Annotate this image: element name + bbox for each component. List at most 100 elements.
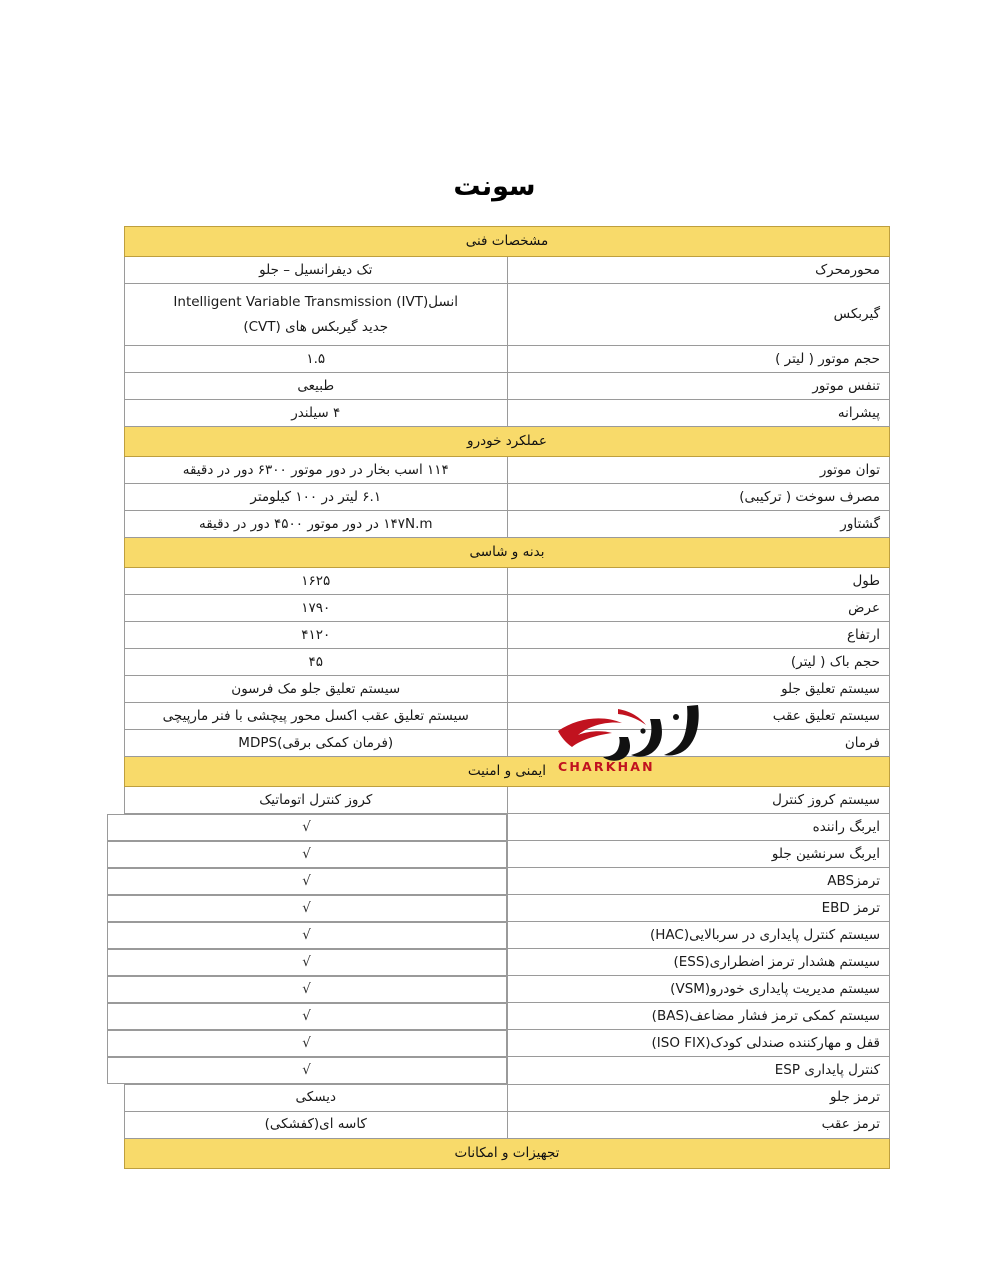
spec-label: سیستم کروز کنترل: [506, 786, 890, 814]
spec-label: سیستم کمکی ترمز فشار مضاعف(BAS): [506, 1002, 890, 1031]
spec-label: محورمحرک: [506, 256, 890, 284]
spec-label: ایربگ سرنشین جلو: [506, 840, 890, 869]
table-row: گشتاور ۱۴۷N.m در دور موتور ۴۵۰۰ دور در د…: [124, 510, 890, 538]
table-row: عرض ۱۷۹۰: [124, 594, 890, 622]
section-header-label: تجهیزات و امکانات: [124, 1137, 890, 1169]
spec-label: سیستم تعلیق عقب: [506, 702, 890, 730]
table-row: مصرف سوخت ( ترکیبی) ۶.۱ لیتر در ۱۰۰ کیلو…: [124, 483, 890, 511]
spec-label: ترمز جلو: [506, 1083, 890, 1112]
spec-label: ترمزABS: [506, 867, 890, 896]
spec-value: ۴ سیلندر: [124, 399, 508, 427]
spec-value-line-1: انسلIntelligent Variable Transmission (I…: [173, 293, 459, 310]
spec-value-checkmark: √: [106, 840, 507, 868]
table-row: ترمز عقب کاسه ای(کفشکی): [124, 1110, 890, 1139]
spec-value-checkmark: √: [106, 814, 507, 841]
spec-label: گیربکس: [506, 283, 890, 346]
spec-value-checkmark: √: [106, 1056, 507, 1084]
table-row: قفل و مهارکننده صندلی کودک(ISO FIX) √: [106, 1029, 890, 1058]
table-row: کنترل پایداری ESP √: [106, 1056, 890, 1085]
spec-value: تک دیفرانسیل – جلو: [124, 256, 508, 284]
page-title: سونت: [453, 171, 536, 202]
spec-value: ۱۶۲۵: [124, 567, 508, 595]
table-row: سیستم کمکی ترمز فشار مضاعف(BAS) √: [106, 1002, 890, 1031]
spec-value-checkmark: √: [106, 948, 507, 976]
spec-value: انسلIntelligent Variable Transmission (I…: [124, 283, 508, 346]
spec-label: سیستم هشدار ترمز اضطراری(ESS): [506, 948, 890, 977]
spec-label: ترمز عقب: [506, 1110, 890, 1139]
spec-label: سیستم تعلیق جلو: [506, 675, 890, 703]
section-header-label: مشخصات فنی: [124, 226, 890, 257]
spec-value-checkmark: √: [106, 894, 507, 922]
spec-value-checkmark: √: [106, 921, 507, 949]
spec-value: کروز کنترل اتوماتیک: [124, 786, 508, 814]
table-row: فرمان (فرمان کمکی برقی)MDPS: [124, 729, 890, 757]
spec-label: سیستم کنترل پایداری در سربالایی(HAC): [506, 921, 890, 950]
table-row: حجم موتور ( لیتر ) ۱.۵: [124, 345, 890, 373]
table-row: توان موتور ۱۱۴ اسب بخار در دور موتور ۶۳۰…: [124, 456, 890, 484]
section-header-row: بدنه و شاسی: [124, 537, 890, 568]
spec-label: قفل و مهارکننده صندلی کودک(ISO FIX): [506, 1029, 890, 1058]
table-row: سیستم هشدار ترمز اضطراری(ESS) √: [106, 948, 890, 977]
table-row: سیستم تعلیق عقب سیستم تعلیق عقب اکسل محو…: [124, 702, 890, 730]
spec-value: طبیعی: [124, 372, 508, 400]
spec-label: حجم موتور ( لیتر ): [506, 345, 890, 373]
spec-label: تنفس موتور: [506, 372, 890, 400]
spec-value-checkmark: √: [106, 867, 507, 895]
spec-label: طول: [506, 567, 890, 595]
section-header-label: بدنه و شاسی: [124, 537, 890, 568]
spec-label: عرض: [506, 594, 890, 622]
table-row: ارتفاع ۴۱۲۰: [124, 621, 890, 649]
table-row: سیستم مدیریت پایداری خودرو(VSM) √: [106, 975, 890, 1004]
spec-label: پیشرانه: [506, 399, 890, 427]
table-body: مشخصات فنی محورمحرک تک دیفرانسیل – جلو گ…: [106, 226, 890, 1169]
table-row: حجم باک ( لیتر) ۴۵: [124, 648, 890, 676]
spec-value: ۱۱۴ اسب بخار در دور موتور ۶۳۰۰ دور در دق…: [124, 456, 508, 484]
vehicle-specifications-table: مشخصات فنی محورمحرک تک دیفرانسیل – جلو گ…: [106, 226, 890, 1169]
table-row: تنفس موتور طبیعی: [124, 372, 890, 400]
table-row: ترمزABS √: [106, 867, 890, 896]
spec-value: ۴۵: [124, 648, 508, 676]
spec-value: ۱۷۹۰: [124, 594, 508, 622]
spec-value: دیسکی: [124, 1083, 508, 1112]
spec-value: ۱.۵: [124, 345, 508, 373]
table-row: محورمحرک تک دیفرانسیل – جلو: [124, 256, 890, 284]
spec-label: کنترل پایداری ESP: [506, 1056, 890, 1085]
table-row: پیشرانه ۴ سیلندر: [124, 399, 890, 427]
spec-value: سیستم تعلیق جلو مک فرسون: [124, 675, 508, 703]
spec-value: ۴۱۲۰: [124, 621, 508, 649]
spec-label: مصرف سوخت ( ترکیبی): [506, 483, 890, 511]
spec-label: حجم باک ( لیتر): [506, 648, 890, 676]
spec-label: گشتاور: [506, 510, 890, 538]
spec-label: سیستم مدیریت پایداری خودرو(VSM): [506, 975, 890, 1004]
spec-label: ایربگ راننده: [506, 812, 890, 842]
table-row: طول ۱۶۲۵: [124, 567, 890, 595]
spec-label: توان موتور: [506, 456, 890, 484]
section-header-label: ایمنی و امنیت: [124, 756, 890, 787]
section-header-label: عملکرد خودرو: [124, 426, 890, 457]
table-row: ترمز EBD √: [106, 894, 890, 923]
table-row: گیربکس انسلIntelligent Variable Transmis…: [124, 283, 890, 346]
table-row: سیستم کنترل پایداری در سربالایی(HAC) √: [106, 921, 890, 950]
section-header-row: تجهیزات و امکانات: [124, 1137, 890, 1169]
spec-label: فرمان: [506, 729, 890, 757]
section-header-row: مشخصات فنی: [124, 226, 890, 257]
spec-value: کاسه ای(کفشکی): [124, 1110, 508, 1139]
spec-value-checkmark: √: [106, 1002, 507, 1030]
table-row: سیستم تعلیق جلو سیستم تعلیق جلو مک فرسون: [124, 675, 890, 703]
table-row: ایربگ راننده √: [106, 812, 890, 842]
spec-value: ۶.۱ لیتر در ۱۰۰ کیلومتر: [124, 483, 508, 511]
table-row: ترمز جلو دیسکی: [124, 1083, 890, 1112]
spec-value: سیستم تعلیق عقب اکسل محور پیچشی با فنر م…: [124, 702, 508, 730]
spec-value-checkmark: √: [106, 975, 507, 1003]
spec-value: ۱۴۷N.m در دور موتور ۴۵۰۰ دور در دقیقه: [124, 510, 508, 538]
table-row: ایربگ سرنشین جلو √: [106, 840, 890, 869]
spec-value-line-2: جدید گیربکس های (CVT): [243, 318, 389, 335]
spec-value-checkmark: √: [106, 1029, 507, 1057]
table-row: سیستم کروز کنترل کروز کنترل اتوماتیک: [124, 786, 890, 814]
spec-value: (فرمان کمکی برقی)MDPS: [124, 729, 508, 757]
section-header-row: عملکرد خودرو: [124, 426, 890, 457]
spec-label: ترمز EBD: [506, 894, 890, 923]
section-header-row: ایمنی و امنیت: [124, 756, 890, 787]
spec-label: ارتفاع: [506, 621, 890, 649]
